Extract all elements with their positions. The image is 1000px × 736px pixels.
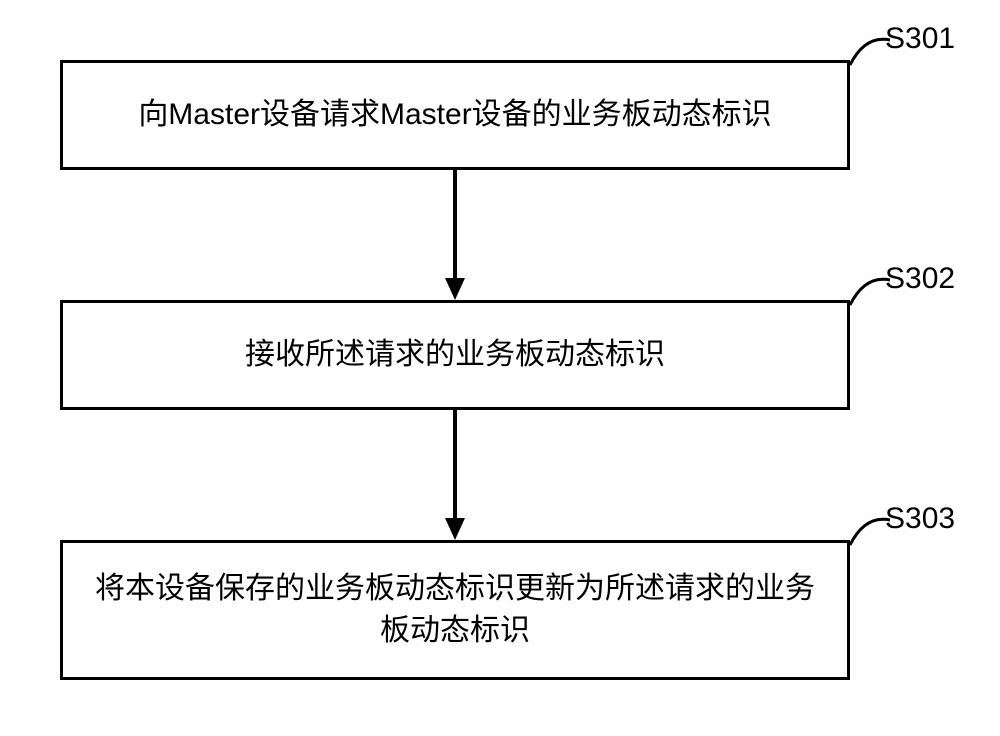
step-text-3: 将本设备保存的业务板动态标识更新为所述请求的业务板动态标识 [83, 568, 827, 652]
step-text-1: 向Master设备请求Master设备的业务板动态标识 [138, 94, 771, 136]
step-label-2: S302 [885, 262, 955, 296]
step-label-1: S301 [885, 22, 955, 56]
step-box-1: 向Master设备请求Master设备的业务板动态标识 [60, 60, 850, 170]
step-text-2: 接收所述请求的业务板动态标识 [245, 334, 665, 376]
step-box-2: 接收所述请求的业务板动态标识 [60, 300, 850, 410]
arrow-1-line [453, 170, 457, 280]
step-label-3: S303 [885, 502, 955, 536]
arrow-2-line [453, 410, 457, 520]
step-box-3: 将本设备保存的业务板动态标识更新为所述请求的业务板动态标识 [60, 540, 850, 680]
arrow-1-head [445, 278, 465, 300]
arrow-2-head [445, 518, 465, 540]
flowchart-canvas: 向Master设备请求Master设备的业务板动态标识 S301 接收所述请求的… [0, 0, 1000, 736]
